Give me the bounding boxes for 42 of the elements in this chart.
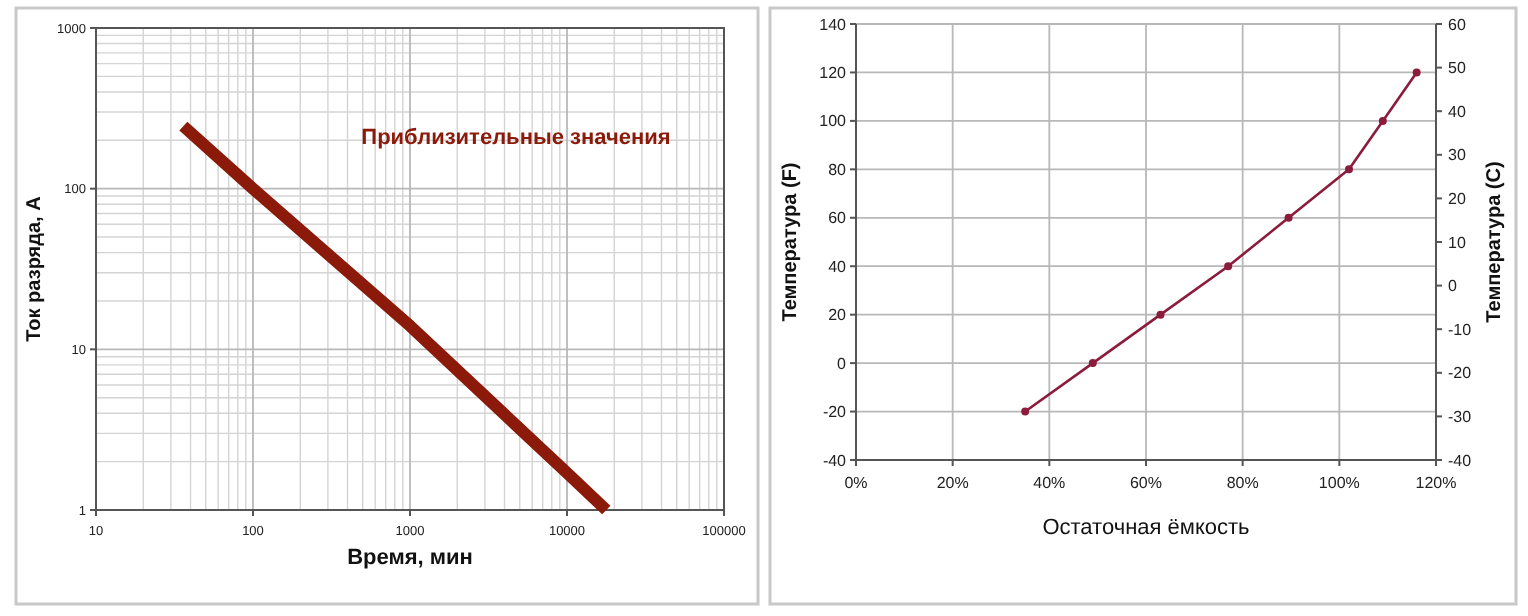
- point: [1284, 213, 1293, 222]
- point: [1156, 310, 1165, 319]
- x-tick-label: 40%: [1033, 474, 1066, 492]
- y2-tick-label: 10: [1448, 233, 1467, 252]
- y-axis-title: Температура (F): [780, 162, 802, 322]
- point: [1345, 165, 1353, 174]
- x-tick-label: 80%: [1226, 474, 1259, 492]
- y2-tick-label: -40: [1448, 451, 1473, 470]
- x-axis-title: Время, мин: [347, 546, 473, 570]
- y2-tick-label: 40: [1448, 102, 1467, 121]
- y2-tick-label: 20: [1448, 190, 1467, 208]
- y-tick-label: 120: [819, 64, 848, 83]
- x-axis-title: Остаточная ёмкость: [1042, 516, 1251, 540]
- y-tick-label: 60: [828, 209, 848, 228]
- y-tick-label: -20: [822, 403, 848, 422]
- y2-tick-label: 60: [1448, 15, 1467, 34]
- y2-tick-label: 0: [1448, 277, 1458, 296]
- x-tick-label: 100%: [1318, 474, 1360, 492]
- point: [1412, 68, 1421, 77]
- x-tick-label: 120%: [1415, 474, 1457, 492]
- y2-tick-label: 30: [1448, 146, 1467, 165]
- annotation: Приблизительные значения: [361, 126, 671, 150]
- y-axis-title: Ток разряда, А: [24, 196, 46, 342]
- y2-axis-title: Температура (C): [1484, 161, 1506, 323]
- y-tick-label: 40: [828, 257, 848, 276]
- y2-tick-label: 50: [1448, 59, 1467, 78]
- point: [1378, 116, 1387, 125]
- y-tick-label: -40: [822, 451, 848, 470]
- y2-tick-label: -30: [1448, 408, 1473, 426]
- y-tick-label: 20: [828, 306, 848, 325]
- point: [1224, 262, 1233, 271]
- y-tick-label: 80: [828, 160, 848, 179]
- x-tick-label: 20%: [936, 474, 969, 492]
- y-tick-label: 100: [819, 112, 848, 131]
- point: [1088, 359, 1097, 368]
- point: [1021, 407, 1030, 416]
- x-tick-label: 60%: [1129, 474, 1163, 492]
- y2-tick-label: -20: [1448, 364, 1473, 383]
- y-tick-label: 0: [837, 354, 848, 373]
- x-tick-label: 0%: [844, 474, 868, 492]
- y2-tick-label: -10: [1448, 320, 1473, 339]
- y-tick-label: 140: [819, 15, 848, 34]
